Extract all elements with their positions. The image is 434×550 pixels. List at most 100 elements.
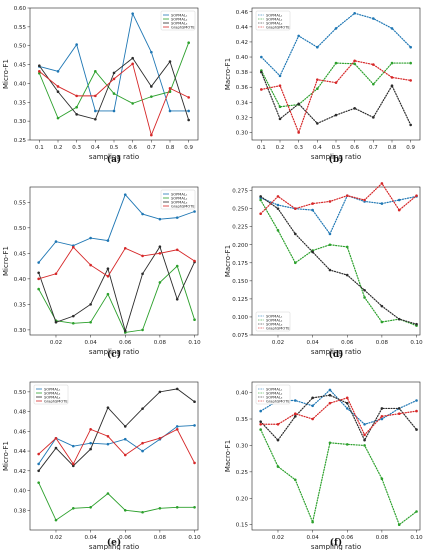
data-point [328, 200, 332, 203]
y-tick-label: 0.44 [236, 25, 249, 31]
data-point [37, 271, 40, 275]
data-point [276, 438, 280, 442]
data-point [89, 320, 92, 324]
data-point [106, 267, 110, 270]
data-point [276, 207, 280, 210]
y-tick-label: 0.250 [232, 207, 248, 213]
data-point [158, 281, 162, 284]
data-point [187, 118, 190, 122]
data-point [193, 400, 196, 404]
data-point [397, 523, 401, 527]
subfigure-caption: (e) [107, 537, 121, 548]
chart-panel-e: 0.02 0.04 0.06 0.08 0.10 0.38 0.40 0.42 0.44 0.46… [2, 381, 201, 550]
data-point [150, 133, 153, 137]
series-line-2 [260, 62, 412, 108]
series-line-3 [260, 394, 418, 442]
data-point [278, 105, 282, 109]
data-point [158, 217, 162, 221]
data-point [259, 428, 262, 431]
y-axis-label: Micro-F1 [2, 59, 10, 89]
legend-label: GraphSMOTE [266, 399, 290, 403]
data-point [311, 202, 314, 205]
legend-label: SOPMAL₂ [266, 17, 283, 21]
data-point [390, 27, 394, 30]
data-point [71, 464, 75, 468]
data-point [150, 85, 153, 88]
x-tick-label: 0.06 [119, 535, 132, 541]
data-point [372, 116, 375, 119]
series-line-4 [260, 182, 418, 215]
x-axis-label: sampling ratio [311, 543, 361, 550]
x-tick-label: 0.10 [410, 340, 423, 346]
data-point [363, 438, 366, 442]
series-line-2 [38, 482, 195, 521]
data-point [89, 303, 92, 306]
data-point [276, 465, 280, 468]
data-point [193, 210, 196, 213]
data-point [193, 506, 196, 509]
data-point [409, 45, 412, 49]
y-tick-label: 0.35 [14, 302, 27, 308]
x-tick-label: 0.8 [388, 145, 397, 151]
data-point [345, 407, 349, 410]
data-point [112, 109, 116, 113]
data-point [75, 113, 78, 116]
data-point [56, 70, 60, 73]
data-point [123, 193, 127, 196]
y-axis-label: Micro-F1 [2, 441, 10, 471]
x-tick-label: 0.2 [276, 145, 285, 151]
data-point [89, 447, 92, 451]
data-point [353, 62, 356, 66]
data-point [345, 401, 349, 405]
data-point [293, 399, 297, 402]
y-tick-label: 0.40 [14, 277, 27, 283]
data-point [297, 34, 300, 38]
data-point [390, 61, 394, 65]
data-point [37, 277, 40, 281]
y-tick-label: 0.40 [14, 81, 27, 87]
data-point [123, 437, 127, 441]
y-tick-label: 0.075 [232, 333, 248, 339]
data-point [38, 70, 41, 73]
x-tick-label: 0.04 [306, 535, 319, 541]
data-point [260, 55, 263, 59]
data-point [380, 417, 384, 421]
data-point [345, 443, 349, 446]
x-tick-label: 0.6 [350, 145, 359, 151]
y-tick-label: 0.55 [14, 200, 27, 206]
y-tick-label: 0.40 [236, 55, 249, 61]
data-point [106, 492, 110, 495]
legend-label: SOPMAL₂ [266, 318, 283, 322]
data-point [259, 195, 262, 198]
y-tick-label: 0.36 [236, 85, 249, 91]
x-tick-label: 0.02 [50, 535, 62, 541]
series-line-4 [38, 246, 195, 280]
data-point [89, 236, 92, 240]
series-line-1 [260, 194, 418, 236]
data-point [175, 387, 179, 391]
data-point [175, 425, 179, 428]
data-point [328, 401, 332, 405]
data-point [193, 424, 196, 427]
chart-panel-f: 0.02 0.04 0.06 0.08 0.10 0.15 0.20 0.25 0.30 0.35… [224, 381, 423, 550]
x-tick-label: 0.10 [188, 535, 201, 541]
y-tick-label: 0.34 [236, 100, 249, 106]
legend-label: SOPMAL₁ [171, 192, 188, 196]
data-point [328, 388, 332, 392]
y-tick-label: 0.50 [14, 226, 27, 232]
subfigure-caption: (b) [329, 154, 344, 165]
y-tick-label: 0.40 [236, 391, 249, 397]
data-point [276, 422, 280, 426]
x-tick-label: 0.3 [72, 145, 81, 151]
data-point [409, 123, 412, 127]
chart-panel-a: 0.1 0.2 0.3 0.4 0.5 0.6 0.7 0.8 0.9 0.25 0.30 0.35 0… [2, 6, 199, 165]
data-point [71, 321, 75, 325]
data-point [131, 62, 134, 66]
data-point [141, 272, 144, 276]
y-tick-label: 0.15 [236, 523, 249, 529]
subfigure-caption: (d) [329, 349, 344, 360]
data-point [293, 412, 297, 416]
x-tick-label: 0.04 [84, 535, 97, 541]
data-point [89, 263, 92, 267]
data-point [71, 314, 75, 318]
